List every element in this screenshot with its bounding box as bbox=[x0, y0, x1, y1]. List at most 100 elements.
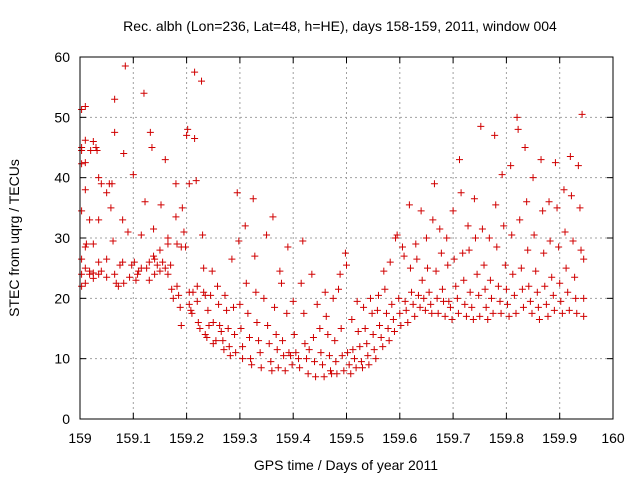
data-point bbox=[503, 300, 511, 308]
data-point bbox=[176, 303, 184, 311]
data-point bbox=[405, 201, 413, 209]
data-point bbox=[421, 306, 429, 314]
data-point bbox=[408, 288, 416, 296]
data-point bbox=[553, 204, 561, 212]
data-point bbox=[89, 240, 97, 248]
data-point bbox=[268, 367, 276, 375]
data-point bbox=[491, 131, 499, 139]
data-point bbox=[251, 252, 259, 260]
data-point bbox=[276, 267, 284, 275]
data-point bbox=[513, 113, 521, 121]
x-tick-label: 159.7 bbox=[436, 430, 471, 446]
data-point bbox=[239, 355, 247, 363]
data-point bbox=[164, 234, 172, 242]
data-point bbox=[320, 373, 328, 381]
data-point bbox=[172, 180, 180, 188]
data-point bbox=[221, 291, 229, 299]
data-point bbox=[395, 294, 403, 302]
data-point bbox=[156, 246, 164, 254]
data-point bbox=[347, 370, 355, 378]
data-point bbox=[184, 125, 192, 133]
x-tick-label: 159.9 bbox=[542, 430, 577, 446]
data-point bbox=[143, 264, 151, 272]
data-point bbox=[153, 261, 161, 269]
data-point bbox=[519, 303, 527, 311]
data-point bbox=[528, 309, 536, 317]
data-point bbox=[228, 255, 236, 263]
data-point bbox=[487, 294, 495, 302]
data-point bbox=[81, 186, 89, 194]
data-point bbox=[468, 303, 476, 311]
data-point bbox=[360, 303, 368, 311]
data-point bbox=[505, 312, 513, 320]
data-point bbox=[280, 352, 288, 360]
data-point bbox=[260, 294, 268, 302]
data-point bbox=[344, 349, 352, 357]
data-point bbox=[565, 306, 573, 314]
data-point bbox=[384, 325, 392, 332]
data-point bbox=[193, 282, 201, 290]
data-point bbox=[429, 216, 437, 224]
data-point bbox=[397, 321, 405, 329]
data-point bbox=[494, 282, 502, 290]
data-point bbox=[120, 150, 128, 158]
data-point bbox=[364, 352, 372, 360]
data-point bbox=[345, 361, 353, 369]
data-point bbox=[417, 207, 425, 215]
data-point bbox=[319, 361, 327, 369]
data-point bbox=[541, 282, 549, 290]
data-point bbox=[231, 331, 239, 339]
data-point bbox=[545, 198, 553, 206]
data-point bbox=[185, 300, 193, 308]
data-point bbox=[535, 315, 543, 323]
data-point bbox=[560, 186, 568, 194]
data-point bbox=[177, 321, 185, 329]
data-point bbox=[333, 370, 341, 378]
data-point bbox=[137, 231, 145, 239]
data-point bbox=[303, 355, 311, 363]
x-tick-label: 159.6 bbox=[382, 430, 417, 446]
data-point bbox=[284, 243, 292, 251]
data-point bbox=[87, 147, 95, 155]
data-point bbox=[350, 355, 358, 363]
data-point bbox=[482, 303, 490, 311]
data-point bbox=[297, 279, 305, 287]
data-point bbox=[461, 300, 469, 308]
data-point bbox=[544, 312, 552, 320]
data-point bbox=[249, 195, 257, 203]
data-point bbox=[457, 189, 465, 197]
data-point bbox=[191, 68, 199, 76]
data-point bbox=[78, 147, 86, 155]
data-point bbox=[86, 216, 94, 224]
data-point bbox=[561, 228, 569, 236]
data-point bbox=[111, 270, 119, 278]
data-point bbox=[89, 137, 97, 145]
data-point bbox=[188, 309, 196, 317]
data-point bbox=[81, 264, 89, 272]
data-point bbox=[324, 331, 332, 339]
data-point bbox=[97, 180, 105, 188]
data-point bbox=[103, 273, 111, 281]
data-point bbox=[425, 288, 433, 296]
data-point bbox=[567, 192, 575, 200]
data-point bbox=[569, 237, 577, 245]
data-point bbox=[404, 318, 412, 326]
data-point bbox=[481, 285, 489, 293]
data-point bbox=[526, 297, 534, 305]
data-point bbox=[241, 222, 249, 230]
data-point bbox=[462, 312, 470, 320]
data-point bbox=[189, 288, 197, 296]
x-tick-label: 160 bbox=[601, 430, 625, 446]
data-point bbox=[550, 306, 558, 314]
data-point bbox=[484, 315, 492, 323]
data-point bbox=[512, 309, 520, 317]
x-tick-label: 159.3 bbox=[222, 430, 257, 446]
data-point bbox=[95, 258, 103, 266]
data-point bbox=[151, 255, 159, 263]
data-point bbox=[107, 204, 115, 212]
data-point bbox=[92, 144, 100, 151]
data-point bbox=[208, 267, 216, 275]
data-point bbox=[217, 328, 225, 336]
y-tick-label: 20 bbox=[54, 290, 70, 306]
data-point bbox=[252, 288, 260, 296]
